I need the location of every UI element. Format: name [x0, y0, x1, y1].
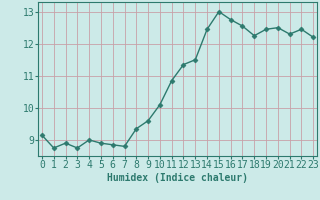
X-axis label: Humidex (Indice chaleur): Humidex (Indice chaleur) — [107, 173, 248, 183]
